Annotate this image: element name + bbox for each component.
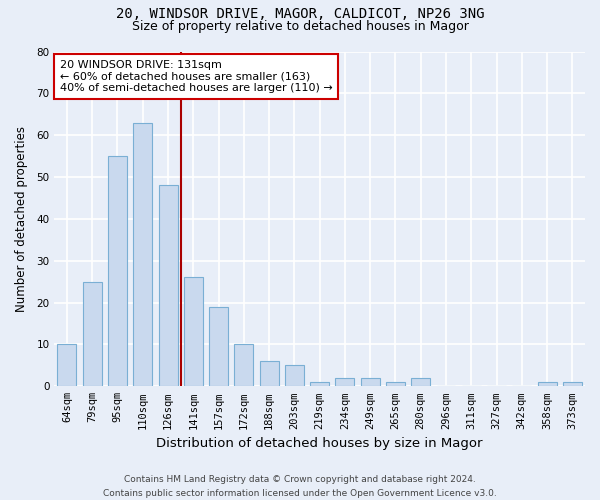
Bar: [386, 382, 405, 386]
Bar: [361, 378, 380, 386]
Text: 20 WINDSOR DRIVE: 131sqm
← 60% of detached houses are smaller (163)
40% of semi-: 20 WINDSOR DRIVE: 131sqm ← 60% of detach…: [59, 60, 332, 93]
Bar: [335, 378, 355, 386]
Bar: [310, 382, 329, 386]
X-axis label: Distribution of detached houses by size in Magor: Distribution of detached houses by size …: [157, 437, 483, 450]
Bar: [158, 186, 178, 386]
Bar: [235, 344, 253, 387]
Bar: [260, 361, 278, 386]
Bar: [184, 278, 203, 386]
Text: Size of property relative to detached houses in Magor: Size of property relative to detached ho…: [131, 20, 469, 33]
Bar: [209, 307, 228, 386]
Bar: [285, 366, 304, 386]
Bar: [538, 382, 557, 386]
Text: 20, WINDSOR DRIVE, MAGOR, CALDICOT, NP26 3NG: 20, WINDSOR DRIVE, MAGOR, CALDICOT, NP26…: [116, 8, 484, 22]
Y-axis label: Number of detached properties: Number of detached properties: [15, 126, 28, 312]
Bar: [108, 156, 127, 386]
Text: Contains HM Land Registry data © Crown copyright and database right 2024.
Contai: Contains HM Land Registry data © Crown c…: [103, 476, 497, 498]
Bar: [58, 344, 76, 387]
Bar: [411, 378, 430, 386]
Bar: [133, 122, 152, 386]
Bar: [83, 282, 102, 387]
Bar: [563, 382, 582, 386]
